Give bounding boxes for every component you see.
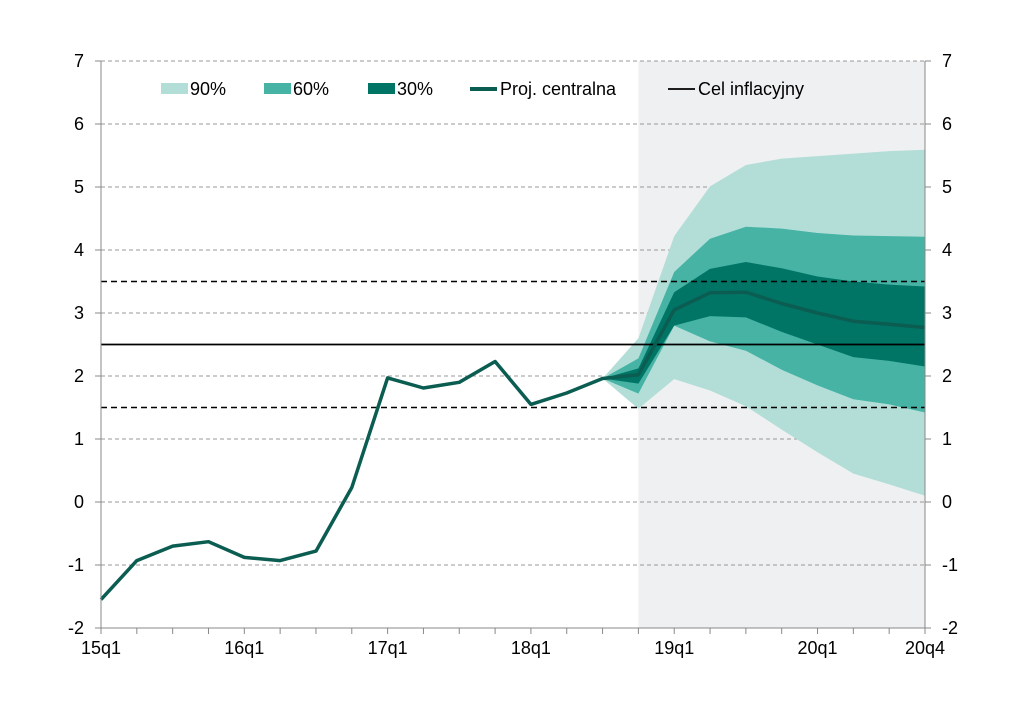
y-tick-label-left: -1 bbox=[68, 555, 84, 575]
legend-label: Proj. centralna bbox=[500, 79, 617, 99]
y-tick-label-left: -2 bbox=[68, 618, 84, 638]
x-tick-label: 18q1 bbox=[511, 638, 551, 658]
x-axis-ticks: 15q1 16q1 17q1 18q1 19q1 20q1 20q4 bbox=[81, 628, 945, 658]
y-tick-label-right: 3 bbox=[942, 303, 952, 323]
y-tick-label-left: 4 bbox=[74, 240, 84, 260]
x-tick-label: 20q4 bbox=[905, 638, 945, 658]
y-tick-label-right: 7 bbox=[942, 51, 952, 71]
legend-swatch bbox=[368, 83, 395, 94]
y-tick-label-right: 2 bbox=[942, 366, 952, 386]
fan-bands bbox=[602, 149, 925, 496]
legend-swatch bbox=[161, 83, 188, 94]
y-tick-label-right: 1 bbox=[942, 429, 952, 449]
x-tick-label: 20q1 bbox=[797, 638, 837, 658]
legend-label: Cel inflacyjny bbox=[698, 79, 804, 99]
y-axis-left-ticks: -2 -1 0 1 2 3 4 5 6 7 bbox=[68, 51, 101, 638]
x-tick-label: 15q1 bbox=[81, 638, 121, 658]
legend-swatch bbox=[264, 83, 291, 94]
y-tick-label-right: 0 bbox=[942, 492, 952, 512]
axes bbox=[100, 61, 926, 629]
y-tick-label-left: 6 bbox=[74, 114, 84, 134]
band-30pct bbox=[602, 262, 925, 384]
y-tick-label-left: 3 bbox=[74, 303, 84, 323]
x-tick-label: 17q1 bbox=[368, 638, 408, 658]
y-tick-label-right: 6 bbox=[942, 114, 952, 134]
y-axis-right-ticks: -2 -1 0 1 2 3 4 5 6 7 bbox=[925, 51, 958, 638]
y-tick-label-right: -1 bbox=[942, 555, 958, 575]
y-tick-label-left: 0 bbox=[74, 492, 84, 512]
y-tick-label-left: 2 bbox=[74, 366, 84, 386]
central-projection-line bbox=[99, 290, 926, 601]
y-tick-label-right: 4 bbox=[942, 240, 952, 260]
legend-label: 60% bbox=[293, 79, 329, 99]
y-tick-label-left: 5 bbox=[74, 177, 84, 197]
x-tick-label: 16q1 bbox=[224, 638, 264, 658]
y-tick-label-right: -2 bbox=[942, 618, 958, 638]
y-tick-label-right: 5 bbox=[942, 177, 952, 197]
legend: 90% 60% 30% Proj. centralna Cel inflacyjny bbox=[161, 79, 804, 99]
y-tick-label-left: 7 bbox=[74, 51, 84, 71]
x-tick-label: 19q1 bbox=[654, 638, 694, 658]
legend-label: 90% bbox=[190, 79, 226, 99]
y-tick-label-left: 1 bbox=[74, 429, 84, 449]
legend-label: 30% bbox=[397, 79, 433, 99]
